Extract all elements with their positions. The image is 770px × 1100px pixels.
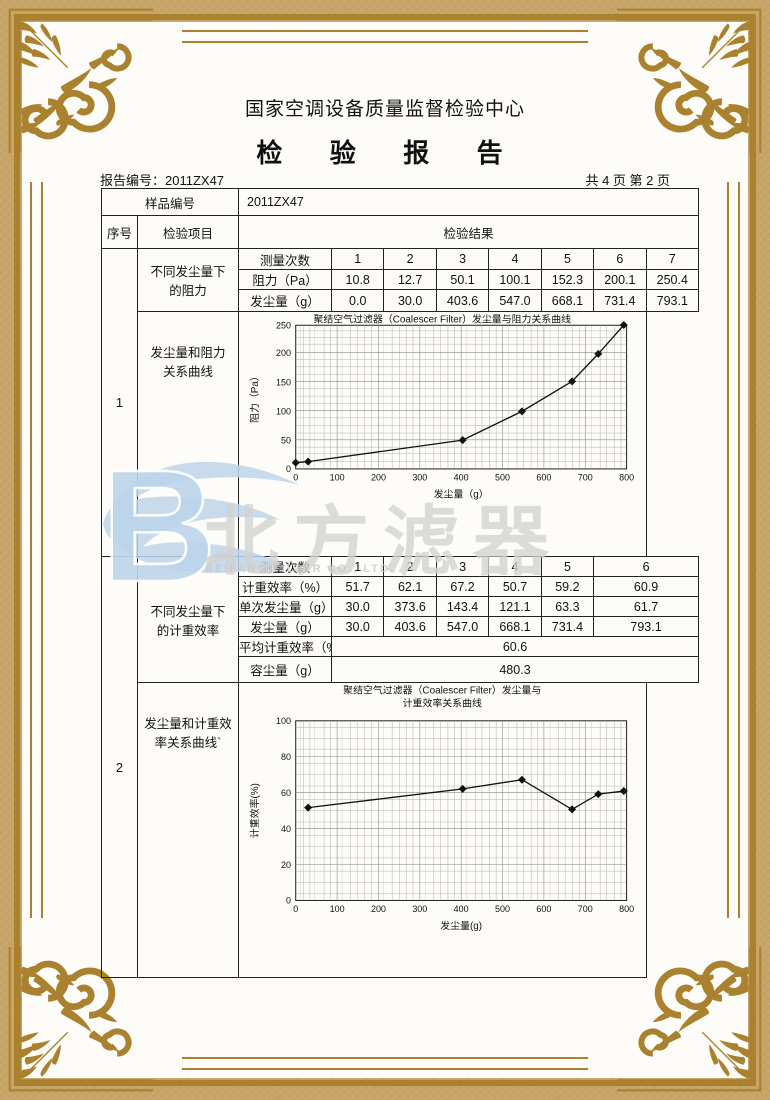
svg-text:计重效率关系曲线: 计重效率关系曲线 <box>403 697 482 710</box>
svg-text:发尘量（g）: 发尘量（g） <box>434 487 489 500</box>
svg-text:250: 250 <box>276 321 291 331</box>
svg-text:0: 0 <box>293 904 298 914</box>
svg-text:800: 800 <box>619 904 634 914</box>
svg-text:200: 200 <box>276 348 291 358</box>
svg-text:聚结空气过滤器（Coalescer Filter）发尘量与阻: 聚结空气过滤器（Coalescer Filter）发尘量与阻力关系曲线 <box>313 312 571 325</box>
svg-text:100: 100 <box>276 716 291 726</box>
svg-text:计重效率(%): 计重效率(%) <box>248 783 261 838</box>
svg-text:80: 80 <box>281 752 291 762</box>
svg-text:0: 0 <box>286 464 291 474</box>
svg-text:50: 50 <box>281 436 291 446</box>
svg-text:300: 300 <box>412 904 427 914</box>
svg-text:0: 0 <box>293 472 298 482</box>
svg-text:600: 600 <box>536 472 551 482</box>
svg-text:500: 500 <box>495 472 510 482</box>
svg-text:500: 500 <box>495 904 510 914</box>
svg-text:0: 0 <box>286 895 291 905</box>
svg-text:150: 150 <box>276 377 291 387</box>
svg-text:100: 100 <box>330 472 345 482</box>
svg-text:40: 40 <box>281 824 291 834</box>
svg-text:600: 600 <box>536 904 551 914</box>
svg-text:200: 200 <box>371 904 386 914</box>
svg-text:400: 400 <box>454 472 469 482</box>
svg-text:800: 800 <box>619 472 634 482</box>
svg-text:阻力（Pa）: 阻力（Pa） <box>248 371 261 423</box>
svg-text:60: 60 <box>281 788 291 798</box>
svg-text:100: 100 <box>276 406 291 416</box>
svg-text:700: 700 <box>578 904 593 914</box>
svg-text:聚结空气过滤器（Coalescer Filter）发尘量与: 聚结空气过滤器（Coalescer Filter）发尘量与 <box>343 683 541 696</box>
svg-text:300: 300 <box>412 472 427 482</box>
svg-text:200: 200 <box>371 472 386 482</box>
svg-text:100: 100 <box>330 904 345 914</box>
svg-text:20: 20 <box>281 860 291 870</box>
svg-text:700: 700 <box>578 472 593 482</box>
svg-text:发尘量(g): 发尘量(g) <box>440 919 482 932</box>
svg-text:400: 400 <box>454 904 469 914</box>
